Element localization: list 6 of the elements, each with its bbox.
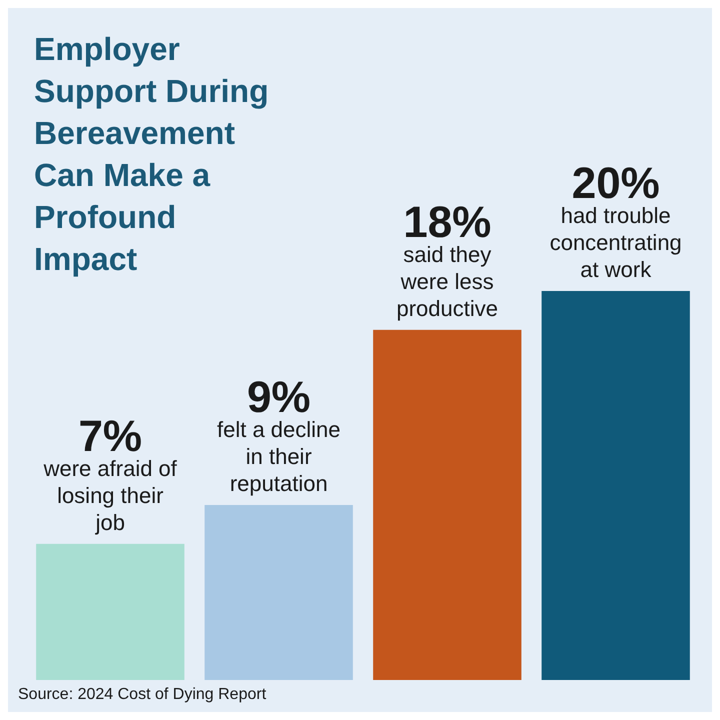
- bar: [373, 330, 522, 680]
- bar: [542, 291, 690, 680]
- bar: [36, 544, 184, 680]
- source-note: Source: 2024 Cost of Dying Report: [18, 686, 266, 703]
- bar: [204, 504, 353, 680]
- chart-title: Employer Support During Bereavement Can Make a Profound Impact: [34, 30, 270, 279]
